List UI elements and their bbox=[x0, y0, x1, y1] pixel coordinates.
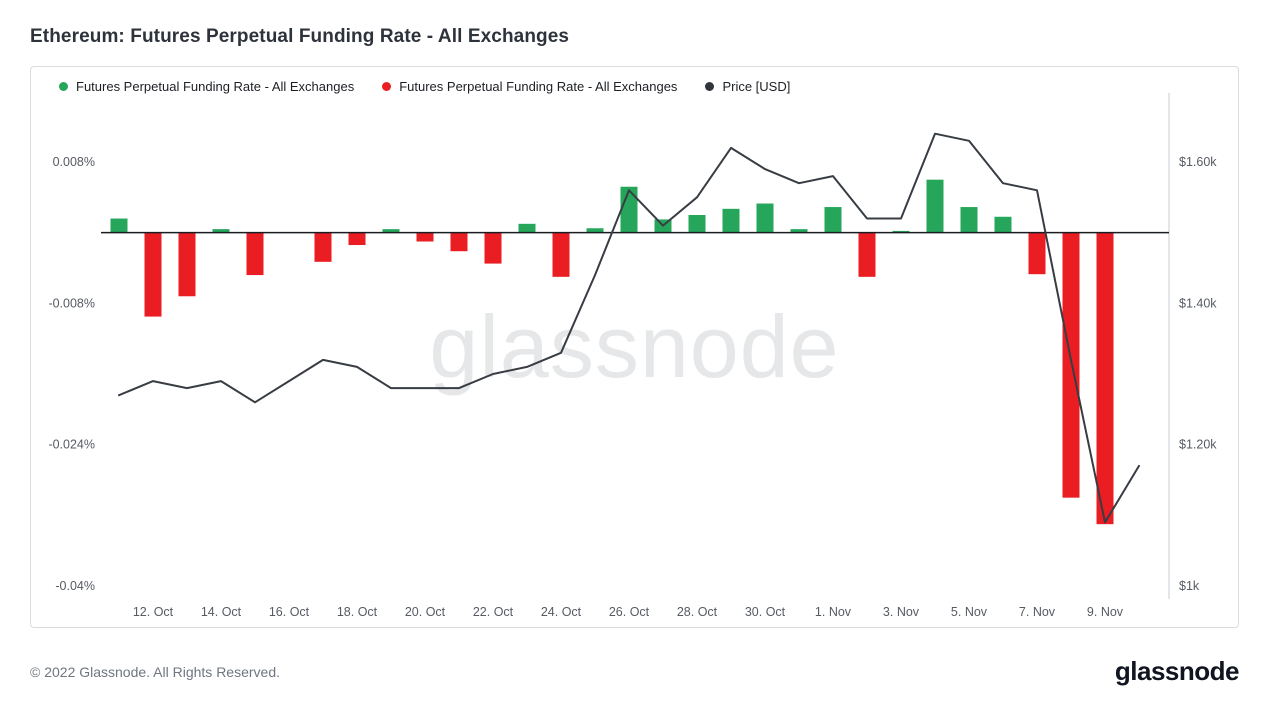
legend-item-funding-negative[interactable]: Futures Perpetual Funding Rate - All Exc… bbox=[382, 79, 677, 94]
copyright-text: © 2022 Glassnode. All Rights Reserved. bbox=[30, 663, 281, 680]
right-axis-tick-label: $1.60k bbox=[1179, 155, 1217, 169]
funding-bar-positive bbox=[722, 208, 740, 233]
glassnode-logo: glassnode bbox=[1114, 656, 1240, 686]
funding-bar-negative bbox=[416, 232, 434, 242]
page-title: Ethereum: Futures Perpetual Funding Rate… bbox=[30, 26, 570, 47]
x-axis-tick-label: 7. Nov bbox=[1019, 605, 1056, 619]
legend-label: Price [USD] bbox=[722, 79, 791, 94]
left-axis-tick-label: 0.008% bbox=[53, 155, 95, 169]
funding-bar-negative bbox=[1028, 232, 1046, 275]
footer: © 2022 Glassnode. All Rights Reserved. g… bbox=[30, 656, 1240, 687]
x-axis-tick-label: 1. Nov bbox=[815, 605, 852, 619]
x-axis-tick-label: 14. Oct bbox=[201, 605, 242, 619]
funding-bar-positive bbox=[824, 207, 842, 233]
x-axis-tick-label: 24. Oct bbox=[541, 605, 582, 619]
funding-bar-positive bbox=[212, 229, 230, 233]
x-axis-tick-label: 30. Oct bbox=[745, 605, 786, 619]
chart-legend: Futures Perpetual Funding Rate - All Exc… bbox=[59, 79, 790, 94]
legend-black-dot-icon bbox=[705, 82, 715, 91]
funding-bar-negative bbox=[178, 232, 196, 297]
legend-item-funding-positive[interactable]: Futures Perpetual Funding Rate - All Exc… bbox=[59, 79, 354, 94]
funding-bar-negative bbox=[1062, 232, 1080, 498]
funding-bar-positive bbox=[518, 223, 536, 233]
left-axis-tick-label: -0.04% bbox=[55, 579, 95, 593]
x-axis-tick-label: 20. Oct bbox=[405, 605, 446, 619]
funding-bar-negative bbox=[348, 232, 366, 246]
chart-card: Futures Perpetual Funding Rate - All Exc… bbox=[30, 66, 1239, 628]
legend-item-price[interactable]: Price [USD] bbox=[705, 79, 790, 94]
x-axis-tick-label: 3. Nov bbox=[883, 605, 920, 619]
funding-bar-positive bbox=[110, 218, 128, 233]
funding-bar-positive bbox=[926, 179, 944, 233]
funding-bar-negative bbox=[1096, 232, 1114, 525]
funding-bar-negative bbox=[858, 232, 876, 277]
funding-bar-positive bbox=[756, 203, 774, 233]
funding-bar-positive bbox=[892, 230, 910, 233]
funding-bar-negative bbox=[144, 232, 162, 317]
x-axis-tick-label: 22. Oct bbox=[473, 605, 514, 619]
chart-canvas[interactable]: 0.008% -0.008% -0.024% -0.04% $1.60k $1.40k $1… bbox=[31, 67, 1238, 627]
x-axis-tick-label: 16. Oct bbox=[269, 605, 310, 619]
funding-bar-positive bbox=[688, 215, 706, 233]
legend-red-dot-icon bbox=[382, 82, 392, 91]
right-axis-tick-label: $1.20k bbox=[1179, 438, 1217, 452]
funding-bar-negative bbox=[552, 232, 570, 277]
legend-label: Futures Perpetual Funding Rate - All Exc… bbox=[399, 79, 678, 94]
legend-green-dot-icon bbox=[59, 82, 68, 91]
left-axis-tick-label: -0.024% bbox=[48, 438, 95, 452]
x-axis-tick-label: 5. Nov bbox=[951, 605, 988, 619]
funding-bar-positive bbox=[382, 229, 400, 233]
funding-bar-positive bbox=[994, 216, 1012, 233]
funding-bar-negative bbox=[450, 232, 468, 252]
right-axis-tick-label: $1k bbox=[1179, 579, 1200, 593]
legend-label: Futures Perpetual Funding Rate - All Exc… bbox=[76, 79, 355, 94]
funding-bar-positive bbox=[620, 186, 638, 233]
funding-bar-positive bbox=[960, 207, 978, 233]
left-axis-tick-label: -0.008% bbox=[48, 296, 95, 310]
price-line bbox=[118, 132, 1140, 524]
right-axis-tick-label: $1.40k bbox=[1179, 296, 1217, 310]
x-axis-tick-label: 26. Oct bbox=[609, 605, 650, 619]
funding-bar-negative bbox=[246, 232, 264, 276]
x-axis-tick-label: 12. Oct bbox=[133, 605, 174, 619]
page: Ethereum: Futures Perpetual Funding Rate… bbox=[0, 26, 1269, 687]
funding-bar-positive bbox=[586, 228, 604, 233]
x-axis-tick-label: 9. Nov bbox=[1087, 605, 1124, 619]
x-axis-tick-label: 18. Oct bbox=[337, 605, 378, 619]
funding-bar-positive bbox=[790, 229, 808, 233]
funding-bar-negative bbox=[314, 232, 332, 262]
x-axis-tick-label: 28. Oct bbox=[677, 605, 718, 619]
funding-bar-negative bbox=[484, 232, 502, 264]
